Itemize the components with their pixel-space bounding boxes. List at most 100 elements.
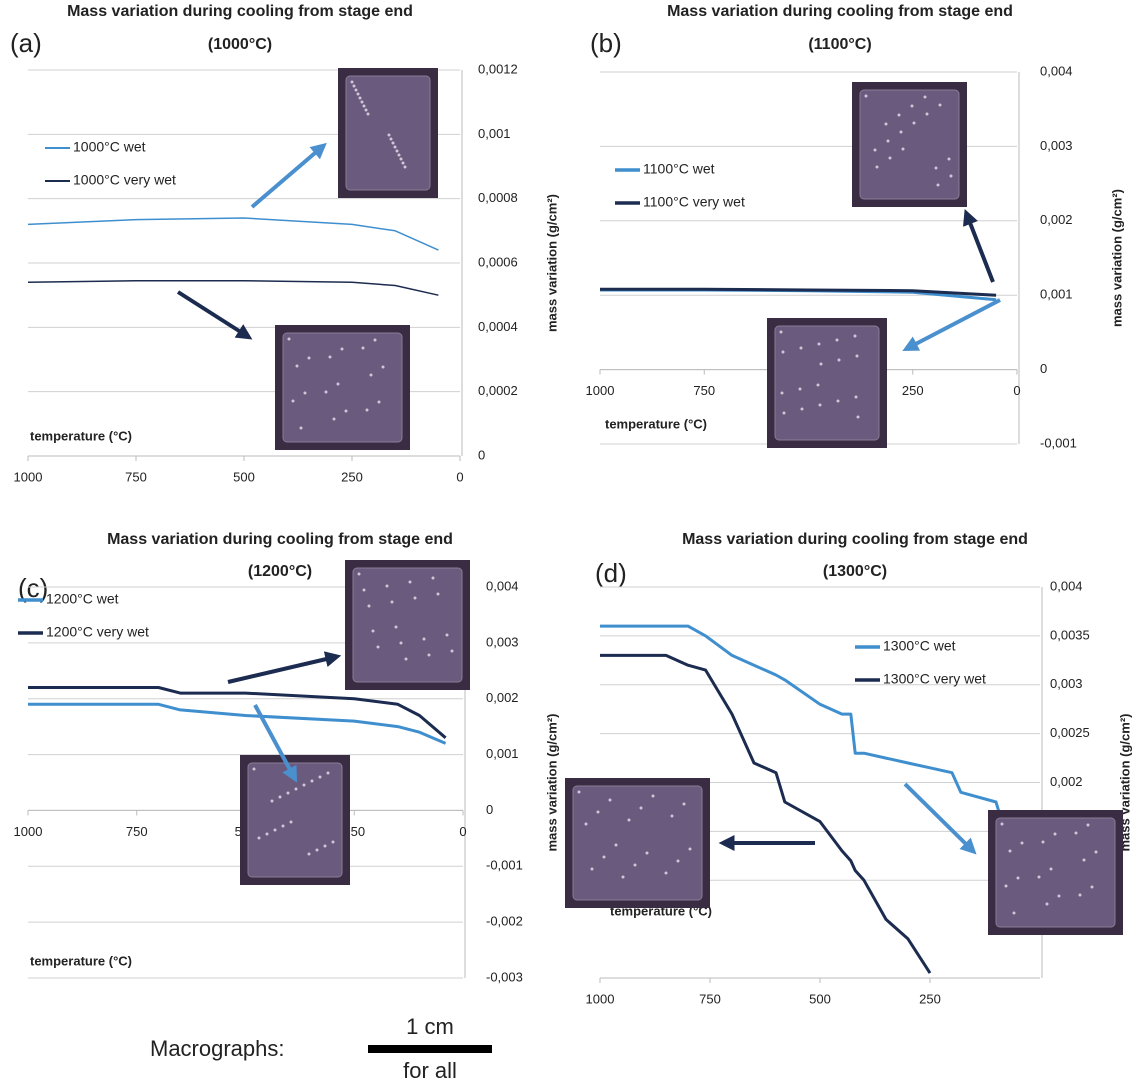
macrograph-speck: [388, 134, 391, 137]
macrograph-speck: [400, 642, 403, 645]
x-tick-label: 0: [459, 824, 466, 839]
macrograph-speck: [926, 113, 929, 116]
macrograph-speck: [1054, 833, 1057, 836]
macrograph-speck: [341, 348, 344, 351]
macrograph-speck: [799, 388, 802, 391]
macrograph-speck: [603, 856, 606, 859]
macrograph-speck: [258, 837, 261, 840]
y-tick-label: 0,004: [486, 578, 519, 593]
macrograph-speck: [282, 825, 285, 828]
y-tick-label: 0,003: [1050, 676, 1083, 691]
macrograph-speck: [333, 418, 336, 421]
macrograph-speck: [856, 355, 859, 358]
macrograph-speck: [1001, 823, 1004, 826]
macrograph-speck: [634, 864, 637, 867]
macrograph-speck: [308, 853, 311, 856]
macrograph-speck: [400, 158, 403, 161]
macrograph-speck: [253, 768, 256, 771]
x-tick-label: 250: [341, 469, 363, 484]
macrograph-speck: [1079, 894, 1082, 897]
y-tick-label: 0,001: [486, 746, 519, 761]
scale-label: Macrographs:: [150, 1036, 285, 1061]
macrograph-speck: [683, 803, 686, 806]
macrograph-speck: [1075, 832, 1078, 835]
macrograph-speck: [1058, 895, 1061, 898]
macrograph-speck: [671, 815, 674, 818]
macrograph-speck: [391, 601, 394, 604]
macrograph-speck: [398, 154, 401, 157]
y-tick-label: 0,002: [486, 690, 519, 705]
macrograph-speck: [271, 800, 274, 803]
macrograph-speck: [355, 89, 358, 92]
y-tick-label: 0,002: [1040, 212, 1073, 227]
legend-label: 1000°C wet: [73, 139, 146, 155]
macrograph-speck: [351, 81, 354, 84]
macrograph-speck: [437, 593, 440, 596]
y-tick-label: 0,0002: [478, 383, 518, 398]
macrograph-speck: [585, 823, 588, 826]
data-line: [28, 281, 438, 296]
y-tick-label: -0,002: [486, 914, 523, 929]
macrograph-sample: [573, 786, 702, 900]
arrow: [178, 292, 247, 336]
macrograph-speck: [836, 339, 839, 342]
macrograph-speck: [402, 162, 405, 165]
macrograph-speck: [405, 658, 408, 661]
macrograph-speck: [296, 365, 299, 368]
macrograph-speck: [363, 105, 366, 108]
macrograph-speck: [902, 148, 905, 151]
macrograph-speck: [337, 383, 340, 386]
chart-subtitle: (1300°C): [823, 563, 887, 580]
macrograph-speck: [414, 597, 417, 600]
macrograph-speck: [885, 123, 888, 126]
x-tick-label: 1000: [14, 469, 43, 484]
macrograph-speck: [591, 868, 594, 871]
y-tick-label: 0,0035: [1050, 627, 1090, 642]
macrograph-speck: [1042, 841, 1045, 844]
macrograph-speck: [372, 630, 375, 633]
macrograph-sample: [775, 326, 879, 440]
y-axis-label: mass variation (g/cm²): [1109, 189, 1124, 327]
macrograph-speck: [325, 391, 328, 394]
data-line: [28, 704, 446, 743]
macrograph-speck: [950, 175, 953, 178]
macrograph-speck: [287, 792, 290, 795]
x-tick-label: 500: [809, 991, 831, 1006]
macrograph-speck: [818, 343, 821, 346]
macrograph-speck: [782, 351, 785, 354]
macrograph-speck: [819, 404, 822, 407]
macrograph-speck: [1050, 868, 1053, 871]
y-tick-label: 0: [1040, 361, 1047, 376]
data-line: [28, 218, 438, 250]
macrograph-speck: [900, 131, 903, 134]
macrograph-speck: [390, 138, 393, 141]
macrograph-speck: [324, 845, 327, 848]
macrograph-speck: [1021, 842, 1024, 845]
macrograph-speck: [366, 409, 369, 412]
macrograph-sample: [248, 763, 342, 877]
macrograph-speck: [1095, 851, 1098, 854]
macrograph-speck: [855, 396, 858, 399]
y-tick-label: 0,001: [478, 126, 511, 141]
macrograph-speck: [837, 400, 840, 403]
macrograph-speck: [801, 408, 804, 411]
macrograph-speck: [377, 646, 380, 649]
macrograph-speck: [266, 833, 269, 836]
macrograph-speck: [274, 829, 277, 832]
macrograph-speck: [396, 150, 399, 153]
macrograph-speck: [1009, 850, 1012, 853]
figure: Macrographs: 1 cm for all (a)Mass variat…: [0, 0, 1135, 1082]
x-axis-label: temperature (°C): [30, 953, 132, 968]
macrograph-speck: [329, 356, 332, 359]
macrograph-speck: [838, 359, 841, 362]
macrograph-speck: [781, 392, 784, 395]
y-tick-label: 0,0008: [478, 190, 518, 205]
x-tick-label: 500: [233, 469, 255, 484]
macrograph-speck: [374, 339, 377, 342]
macrograph-speck: [404, 166, 407, 169]
macrograph-speck: [887, 140, 890, 143]
macrograph-speck: [898, 114, 901, 117]
macrograph-speck: [1091, 886, 1094, 889]
x-tick-label: 1000: [14, 824, 43, 839]
chart-title: Mass variation during cooling from stage…: [67, 3, 413, 20]
